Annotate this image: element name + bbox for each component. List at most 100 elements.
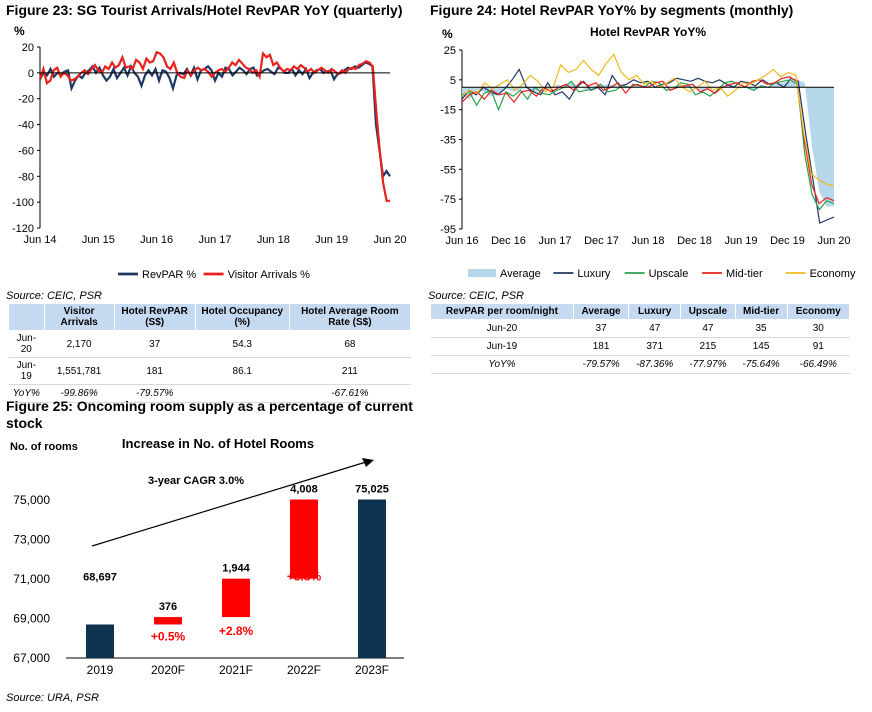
fig24-table-cell: 91 [787,337,850,356]
y-tick-label: 75,000 [13,493,50,507]
legend-label: Upscale [649,268,689,280]
fig24-table-header-cell: RevPAR per room/night [430,303,574,320]
bar-2022f [290,499,318,579]
y-tick-label: -120 [12,223,34,235]
y-tick-label: -55 [440,164,456,176]
fig23-table-cell: -67.61% [289,384,411,403]
pct-label: +5.8% [287,570,322,584]
chart-title: Hotel RevPAR YoY% [590,25,706,39]
fig25-source: Source: URA, PSR [6,692,99,704]
chart-title: Increase in No. of Hotel Rooms [122,436,314,451]
y-tick-label: 20 [22,42,34,54]
fig23-table-header-cell: Visitor Arrivals [43,303,115,331]
y-tick-label: 0 [28,68,34,80]
x-tick-label: Jun 18 [631,235,664,247]
series-line-revpar- [39,61,391,180]
trend-arrow-line [91,461,367,547]
x-tick-label: Jun 17 [538,235,571,247]
fig24-table-cell: 145 [735,337,787,356]
fig24-table-cell: 47 [628,319,681,338]
fig23-table-header-cell: Hotel RevPAR (S$) [113,303,196,331]
fig23-table-cell: 86.1 [195,357,290,385]
fig24-table-header-cell: Average [572,303,630,320]
series-line-visitor-arrivals- [38,50,390,202]
legend-label: Visitor Arrivals % [228,269,311,281]
data-label: 376 [159,601,177,613]
fig23-table-cell: 1,551,781 [44,357,115,385]
fig25-chart: No. of rooms Increase in No. of Hotel Roo… [10,436,404,677]
table-row: Jun-20 37 47 47 35 30 [430,319,850,338]
y-tick-label: -100 [12,197,34,209]
fig24-chart: 25 5 -15 -35 -55 -75 -95% Jun 16 Dec 16 Jun 17 Dec… [440,25,856,280]
x-tick-label: 2020F [151,663,185,677]
fig23-table-cell [195,384,290,403]
table-row: YoY% -79.57% -87.36% -77.97% -75.64% -66.49% [430,355,850,374]
x-tick-label: Jun 16 [445,235,478,247]
fig24-table-cell: YoY% [430,355,574,374]
fig24-title: Figure 24: Hotel RevPAR YoY% by segments… [430,2,794,18]
fig23-table-cell: Jun-20 [8,330,45,358]
fig23-table-cell: Jun-19 [8,357,45,385]
y-tick-label: 71,000 [13,572,50,586]
y-tick-label: 67,000 [13,651,50,665]
fig23-table-cell: 68 [289,330,411,358]
fig24-table-header-cell: Luxury [628,303,682,320]
fig23-table-header-cell [8,303,45,331]
fig24-table-cell: 181 [573,337,629,356]
y-tick-label: 69,000 [13,612,50,626]
y-axis-unit: % [442,27,453,41]
cagr-annotation: 3-year CAGR 3.0% [148,475,244,487]
fig24-table-cell: 30 [787,319,850,338]
x-tick-label: Jun 15 [82,234,115,246]
y-tick-label: 5 [450,75,456,87]
fig24-table-cell: -77.97% [680,355,736,374]
y-tick-label: -40 [18,120,34,132]
fig23-table: Visitor Arrivals Hotel RevPAR (S$) Hotel O… [8,303,412,403]
y-tick-label: -95 [440,224,456,236]
fig24-table-cell: Jun-20 [430,319,574,338]
bar-2023f [358,499,386,658]
y-axis-title: No. of rooms [10,441,78,453]
x-tick-label: Dec 19 [770,235,805,247]
fig24-table-cell: 47 [680,319,736,338]
y-axis-unit: % [14,24,25,38]
y-tick-label: -80 [18,171,34,183]
data-label: 75,025 [355,484,389,496]
series-line-upscale [461,79,835,211]
legend-label: Average [500,268,541,280]
x-tick-label: Jun 16 [140,234,173,246]
fig23-table-cell: 211 [289,357,411,385]
x-tick-label: 2019 [87,663,114,677]
fig23-table-header-cell: Hotel Occupancy (%) [194,303,290,331]
fig24-table-cell: 35 [735,319,787,338]
fig23-table-cell: YoY% [8,384,45,403]
x-tick-label: Jun 18 [257,234,290,246]
x-tick-label: Jun 17 [198,234,231,246]
legend-label: Economy [810,268,856,280]
fig24-table-cell: Jun-19 [430,337,574,356]
x-tick-label: Dec 17 [584,235,619,247]
legend-label: Luxury [577,268,611,280]
series-area-average [462,79,834,207]
x-tick-label: Dec 16 [491,235,526,247]
fig24-table-header-cell: Mid-tier [734,303,788,320]
y-tick-label: 73,000 [13,533,50,547]
data-label: 1,944 [222,563,250,575]
fig25-title: Figure 25: Oncoming room supply as a per… [6,398,413,431]
data-label: 4,008 [290,484,318,496]
fig23-table-cell: -79.57% [114,384,196,403]
fig24-table-cell: -79.57% [573,355,629,374]
fig23-source: Source: CEIC, PSR [6,290,102,302]
table-row: YoY% -99.86% -79.57% -67.61% [8,384,411,403]
bar-2021f [222,578,250,618]
legend-label: RevPAR % [142,269,196,281]
trend-arrow-head [362,458,374,467]
fig24-table-header-cell: Upscale [680,303,736,320]
fig24-table-cell: 371 [628,337,681,356]
series-line-economy [461,53,835,187]
fig24-table-cell: 215 [680,337,736,356]
series-line-mid-tier [461,76,835,205]
fig24-table-cell: -75.64% [735,355,787,374]
legend-swatch [468,269,496,277]
fig23-table-header-cell: Hotel Average Room Rate (S$) [288,303,412,331]
